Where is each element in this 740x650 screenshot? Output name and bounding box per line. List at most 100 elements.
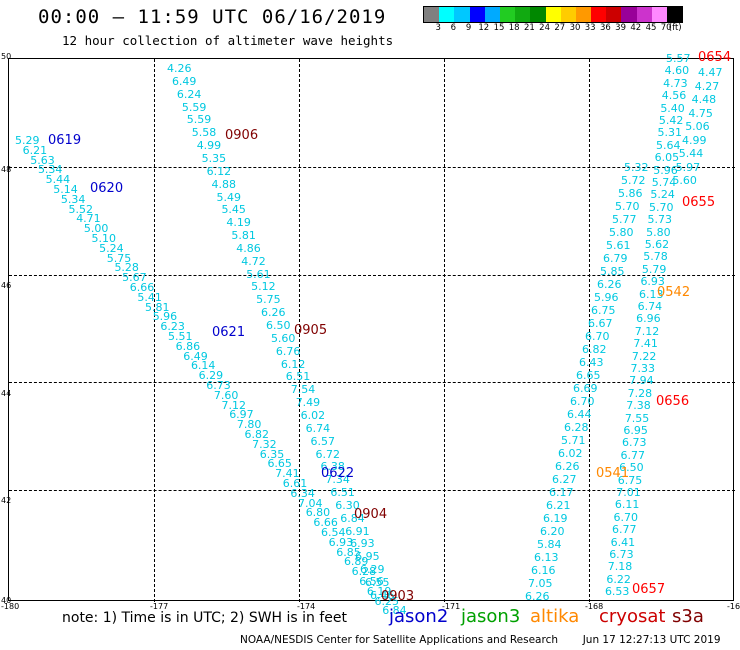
swh-value: 7.32	[252, 437, 277, 451]
swh-value: 6.93	[640, 275, 665, 289]
swh-value: 6.70	[585, 330, 610, 343]
swh-value: 6.38	[320, 460, 345, 474]
swh-value: 6.51	[285, 370, 311, 384]
swh-value: 6.34	[290, 486, 315, 500]
swh-value: 6.82	[244, 428, 270, 441]
color-scale-label: 24	[539, 23, 551, 33]
swh-value: 5.79	[641, 262, 667, 276]
color-scale-label: 27	[554, 23, 566, 33]
color-scale-label: 45	[645, 23, 657, 33]
swh-value: 4.72	[241, 254, 266, 268]
swh-value: 6.95	[355, 550, 380, 564]
lon-label: -174	[297, 602, 316, 611]
swh-value: 6.56	[359, 575, 384, 588]
swh-value: 7.60	[213, 388, 239, 402]
swh-value: 5.10	[91, 232, 117, 245]
swh-value: 6.65	[267, 457, 292, 471]
swh-value: 7.22	[631, 349, 657, 363]
grid-line-lat	[9, 490, 735, 491]
swh-value: 5.84	[537, 538, 562, 551]
swh-value: 6.21	[546, 499, 571, 512]
swh-value: 5.58	[191, 126, 217, 140]
swh-value: 6.80	[305, 506, 331, 520]
swh-value: 4.60	[664, 64, 690, 78]
swh-value: 7.94	[629, 374, 654, 388]
lon-label: -177	[150, 602, 169, 611]
swh-value: 5.57	[666, 52, 691, 65]
swh-value: 6.89	[343, 555, 369, 569]
lon-label: -171	[442, 602, 461, 611]
color-swatch	[499, 7, 516, 22]
color-swatch	[454, 7, 470, 22]
swh-value: 5.80	[609, 226, 634, 239]
color-scale-label: 3	[435, 23, 441, 33]
swh-value: 6.70	[613, 510, 638, 524]
swh-value: 6.95	[623, 424, 648, 437]
swh-value: 6.84	[340, 511, 365, 525]
color-scale-label: 30	[569, 23, 581, 33]
swh-value: 5.24	[650, 188, 675, 202]
swh-value: 6.21	[22, 143, 48, 157]
swh-value: 6.12	[206, 164, 232, 178]
lat-label: 50	[1, 52, 12, 61]
swh-value: 5.70	[648, 200, 674, 214]
swh-value: 4.99	[682, 133, 707, 147]
color-swatch	[545, 7, 561, 22]
legend-item: jason3	[461, 606, 521, 627]
swh-value: 6.69	[573, 382, 598, 395]
swh-value: 7.33	[630, 362, 656, 375]
swh-value: 5.64	[656, 138, 681, 152]
swh-value: 6.13	[639, 287, 664, 301]
swh-value: 6.19	[543, 512, 568, 525]
swh-value: 6.65	[576, 369, 601, 382]
lon-label: -168	[585, 602, 604, 611]
color-scale-label: 70	[660, 23, 672, 33]
color-scale-label: 39	[615, 23, 627, 33]
swh-value: 6.93	[328, 535, 354, 549]
swh-value: 7.38	[626, 399, 651, 413]
swh-value: 6.53	[604, 585, 630, 599]
swh-value: 5.62	[644, 238, 670, 251]
swh-value: 5.96	[594, 291, 619, 304]
swh-value: 6.02	[300, 408, 326, 422]
page-subtitle: 12 hour collection of altimeter wave hei…	[62, 33, 394, 48]
lon-label: -16	[727, 602, 740, 611]
grid-line-lat	[9, 382, 735, 383]
swh-value: 6.17	[549, 486, 574, 499]
swh-value: 5.60	[270, 331, 296, 345]
swh-value: 5.97	[675, 160, 701, 174]
swh-value: 4.75	[688, 106, 713, 120]
swh-value: 5.42	[658, 114, 684, 127]
swh-value: 5.85	[600, 265, 625, 278]
swh-value: 4.56	[661, 89, 687, 103]
swh-value: 7.05	[528, 577, 553, 590]
swh-value: 5.60	[672, 174, 697, 187]
grid-line-lon	[444, 59, 445, 602]
grid-line-lat	[9, 275, 735, 276]
swh-value: 6.43	[579, 356, 604, 369]
swh-value: 7.49	[295, 396, 321, 410]
swh-value: 6.20	[540, 525, 565, 538]
color-scale-label: 21	[523, 23, 535, 33]
swh-value: 5.72	[621, 174, 646, 187]
color-scale-label: 36	[599, 23, 611, 33]
swh-value: 6.82	[582, 343, 607, 356]
pass-label: 0620	[90, 181, 124, 196]
swh-value: 5.52	[68, 202, 94, 216]
swh-value: 4.99	[196, 139, 222, 153]
color-swatch	[560, 7, 576, 22]
swh-value: 4.26	[167, 62, 192, 75]
grid-line-lon	[589, 59, 590, 602]
swh-value: 4.48	[691, 93, 717, 106]
swh-value: 6.50	[266, 319, 291, 332]
swh-value: 5.49	[216, 190, 242, 204]
swh-value: 5.96	[653, 163, 678, 177]
swh-value: 5.75	[106, 251, 132, 265]
grid-line-lon	[154, 59, 155, 602]
swh-value: 6.61	[282, 477, 308, 490]
swh-value: 6.67	[588, 317, 613, 330]
lat-label: 46	[1, 281, 12, 290]
swh-value: 6.49	[183, 349, 208, 363]
swh-value: 6.79	[603, 252, 628, 265]
swh-value: 5.59	[186, 113, 212, 127]
